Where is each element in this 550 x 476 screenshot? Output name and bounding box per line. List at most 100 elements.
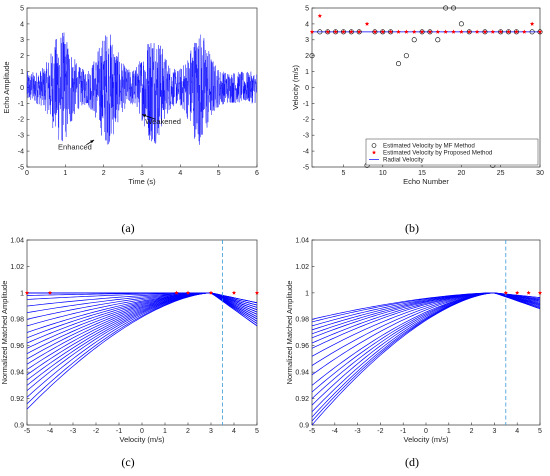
panel-c-curve xyxy=(26,292,258,405)
panel-b-mf-point xyxy=(395,61,401,67)
panel-a-annotation-label: Weakened xyxy=(145,117,181,126)
panel-b-xtick-label: 15 xyxy=(418,170,426,177)
panel-b-proposed-point xyxy=(396,29,401,34)
panel-b-legend-entry: Estimated Velocity by Proposed Method xyxy=(383,150,493,157)
panel-b-proposed-point xyxy=(435,29,440,34)
panel-b-ytick-label: -2 xyxy=(303,117,309,124)
panel-b-proposed-point xyxy=(341,29,346,34)
panel-c-xtick-label: 5 xyxy=(255,428,259,435)
panel-b-proposed-point xyxy=(325,29,330,34)
panel-a-ytick-label: -1 xyxy=(18,101,24,108)
panel-d-peak-star xyxy=(537,290,543,295)
panel-b-proposed-point xyxy=(451,29,456,34)
panel-b-xtick-label: 20 xyxy=(457,170,465,177)
panel-c-xtick-label: -3 xyxy=(70,428,76,435)
panel-b-proposed-point xyxy=(482,29,488,34)
panel-b-ytick-label: 3 xyxy=(305,37,309,44)
panel-b-xtick-label: 5 xyxy=(341,170,345,177)
panel-a-xtick-label: 3 xyxy=(140,170,144,177)
panel-b-proposed-point xyxy=(388,29,393,34)
panel-a-annotation-label: Enhanced xyxy=(58,143,92,152)
panel-b-ytick-label: 2 xyxy=(305,53,309,60)
panel-b-xtick-label: 10 xyxy=(379,170,387,177)
panel-b-proposed-point xyxy=(404,29,409,34)
panel-c-ylabel: Normalized Matched Amplitude xyxy=(0,281,9,385)
panel-b-legend-entry: Radial Velocity xyxy=(383,157,424,164)
panel-b-ytick-label: 0 xyxy=(305,85,309,92)
panel-a-ytick-label: 2 xyxy=(20,53,24,60)
panel-a-ytick-label: -2 xyxy=(18,117,24,124)
panel-b-mf-point xyxy=(403,53,409,59)
panel-a-xtick-label: 1 xyxy=(63,170,67,177)
panel-d-ytick-label: 1.02 xyxy=(295,264,309,271)
panel-b-mf-point xyxy=(458,21,464,27)
panel-c-xlabel: Velocity (m/s) xyxy=(119,435,165,444)
panel-b-proposed-point xyxy=(498,29,503,34)
panel-a-xtick-label: 5 xyxy=(217,170,221,177)
panel-b-mf-point xyxy=(435,37,441,43)
panel-a-ytick-label: 5 xyxy=(20,5,24,12)
panel-a-annotation-arrowhead xyxy=(142,114,146,118)
panel-c-xtick-label: -1 xyxy=(116,428,122,435)
panel-d-xtick-label: 3 xyxy=(492,428,496,435)
panel-b-ytick-label: 5 xyxy=(305,5,309,12)
panel-b-mf-point xyxy=(309,53,315,59)
panel-d-curve xyxy=(311,292,541,418)
panel-d-xtick-label: -4 xyxy=(332,428,338,435)
panel-d-xtick-label: 2 xyxy=(470,428,474,435)
panel-d-xtick-label: -1 xyxy=(400,428,406,435)
panel-b-proposed-point xyxy=(529,21,535,26)
panel-d-xtick-label: -2 xyxy=(377,428,383,435)
panel-b-proposed-point xyxy=(380,29,385,34)
panel-c-ytick-label: 0.98 xyxy=(10,317,24,324)
panel-b-proposed-point xyxy=(459,29,464,34)
panel-b-legend-box xyxy=(365,138,539,166)
panel-b-mf-point xyxy=(317,29,323,35)
panel-c-xtick-label: 0 xyxy=(140,428,144,435)
panel-b-proposed-point xyxy=(349,29,354,34)
panel-d-xtick-label: 5 xyxy=(538,428,542,435)
panel-b-proposed-point xyxy=(356,29,362,34)
panel-d-peak-star xyxy=(503,290,508,295)
panel-c-ytick-label: 0.94 xyxy=(10,370,24,377)
caption-c: (c) xyxy=(121,455,134,469)
panel-d-ylabel: Normalized Matched Amplitude xyxy=(285,281,294,385)
panel-b-ylabel: Velocity (m/s) xyxy=(291,64,300,110)
panel-c-curve xyxy=(26,292,258,376)
panel-b-mf-point xyxy=(411,37,417,43)
panel-b: 5 10 15 20 25 30 -5 -4 -3 -2 -1 0 1 2 3 4 5 Echo Number Ve… xyxy=(291,5,544,186)
panel-c-plot-frame xyxy=(26,239,258,426)
panel-c-peak-star xyxy=(185,290,191,295)
panel-a-ytick-label: -4 xyxy=(18,149,24,156)
panel-d-xtick-label: -3 xyxy=(354,428,360,435)
panel-c-peak-star xyxy=(47,290,53,295)
panel-a-xtick-label: 0 xyxy=(25,170,29,177)
panel-c-peak-star xyxy=(24,290,30,295)
panel-d-ytick-label: 0.96 xyxy=(295,343,309,350)
panel-b-legend-mf-marker xyxy=(371,143,377,148)
panel-c-ytick-label: 1.04 xyxy=(10,237,24,244)
panel-d: -5 -4 -3 -2 -1 0 1 2 3 4 5 0.9 0.92 0.94 0.96 0.98 1 1.02… xyxy=(285,237,543,444)
panel-c-xtick-label: -2 xyxy=(93,428,99,435)
panel-a-xtick-label: 4 xyxy=(178,170,182,177)
panel-b-ytick-label: 1 xyxy=(305,69,309,76)
panel-b-proposed-point xyxy=(490,29,496,34)
panel-b-proposed-point xyxy=(427,29,433,34)
panel-d-ytick-label: 0.94 xyxy=(295,370,309,377)
panel-b-proposed-point xyxy=(474,29,480,34)
panel-d-curve xyxy=(311,292,541,422)
panel-c-peak-star xyxy=(254,290,260,295)
panel-b-proposed-point xyxy=(514,29,519,34)
panel-c-xtick-label: 3 xyxy=(209,428,213,435)
panel-c-xtick-label: 4 xyxy=(232,428,236,435)
panel-d-xtick-label: 1 xyxy=(447,428,451,435)
panel-a-ytick-label: -3 xyxy=(18,133,24,140)
panel-c-peak-star xyxy=(231,290,237,295)
panel-c-xtick-label: -5 xyxy=(24,428,30,435)
panel-b-proposed-point xyxy=(309,29,315,34)
panel-b-xtick-label: 25 xyxy=(497,170,505,177)
panel-b-proposed-point xyxy=(506,29,511,34)
panel-b-proposed-point xyxy=(412,29,417,34)
